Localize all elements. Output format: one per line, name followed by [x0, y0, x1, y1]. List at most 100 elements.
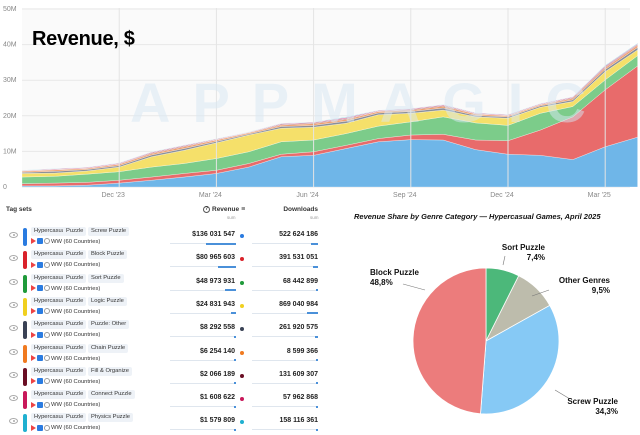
app-store-icon: [37, 331, 43, 338]
tag-chip[interactable]: Hypercasual: [31, 366, 70, 376]
table-row[interactable]: Hypercasual Puzzle Chain Puzzle WW (60 Cou…: [0, 343, 330, 366]
downloads-bar: [252, 335, 318, 338]
tag-chip[interactable]: Block Puzzle: [88, 250, 128, 260]
table-row[interactable]: Hypercasual Puzzle Screw Puzzle WW (60 Cou…: [0, 226, 330, 249]
globe-icon: [44, 308, 50, 315]
tag-chip[interactable]: Puzzle: [63, 320, 87, 330]
eye-icon[interactable]: [9, 232, 18, 238]
downloads-bar: [252, 428, 318, 431]
revenue-value: $1 608 622: [199, 394, 235, 402]
eye-icon[interactable]: [9, 278, 18, 285]
revenue-label: Revenue: [212, 206, 240, 213]
pie-slice-other-genres: [485, 275, 551, 342]
x-tick-label: Sep '24: [393, 192, 417, 199]
downloads-bar: [252, 312, 318, 315]
table-row[interactable]: Hypercasual Puzzle Puzzle: Other WW (60 Co…: [0, 319, 330, 342]
tag-chip[interactable]: Hypercasual: [31, 343, 70, 353]
revenue-bar: [170, 335, 236, 338]
header-downloads[interactable]: Downloads: [283, 206, 318, 213]
downloads-value: 8 599 366: [286, 347, 318, 355]
eye-icon[interactable]: [9, 371, 18, 378]
downloads-bar: [252, 289, 318, 292]
leader-line: [531, 289, 550, 297]
revenue-bar: [170, 405, 236, 408]
tag-chip[interactable]: Screw Puzzle: [88, 227, 130, 236]
eye-icon[interactable]: [9, 418, 18, 425]
tag-chip[interactable]: Puzzle: [63, 343, 87, 353]
google-play-icon: [31, 424, 36, 431]
tag-chip[interactable]: Puzzle: [63, 227, 87, 236]
tag-chip[interactable]: Hypercasual: [31, 273, 70, 283]
platforms: WW (60 Countries): [31, 261, 100, 269]
tag-chip[interactable]: Puzzle: [63, 296, 87, 306]
help-icon[interactable]: ?: [203, 206, 210, 213]
tag-chip[interactable]: Hypercasual: [31, 413, 70, 423]
color-marker: [23, 274, 27, 293]
downloads-sub: sum: [310, 215, 319, 220]
tag-chip[interactable]: Puzzle: [63, 366, 87, 376]
tag-chip[interactable]: Physics Puzzle: [88, 413, 133, 423]
app-store-icon: [37, 354, 43, 361]
eye-icon[interactable]: [9, 395, 18, 402]
label-sort-puzzle: Sort Puzzle 7,4%: [501, 243, 545, 262]
google-play-icon: [31, 401, 36, 408]
eye-icon[interactable]: [9, 255, 18, 262]
chart-title: Revenue, $: [32, 28, 135, 50]
platforms: WW (60 Countries): [31, 354, 100, 363]
color-marker: [23, 321, 27, 340]
tag-chip[interactable]: Hypercasual: [31, 320, 70, 330]
header-revenue[interactable]: ? Revenue ≡: [203, 206, 245, 213]
tag-chip[interactable]: Puzzle: Other: [88, 320, 130, 330]
color-marker: [23, 251, 27, 270]
sort-icon[interactable]: ≡: [241, 206, 246, 213]
app-store-icon: [37, 424, 43, 431]
tag-chip[interactable]: Puzzle: [63, 250, 87, 260]
platforms: WW (60 Countries): [31, 401, 100, 409]
table-row[interactable]: Hypercasual Puzzle Physics Puzzle WW (60 C…: [0, 412, 330, 435]
series-dot: [240, 303, 244, 308]
tag-chip[interactable]: Chain Puzzle: [88, 343, 129, 353]
tag-chip[interactable]: Hypercasual: [31, 250, 70, 260]
eye-icon[interactable]: [9, 325, 18, 332]
globe-icon: [44, 261, 50, 268]
revenue-value: $8 292 558: [199, 324, 235, 332]
tag-chip[interactable]: Puzzle: [63, 273, 87, 283]
y-tick-label: 0: [3, 184, 7, 191]
globe-icon: [44, 378, 50, 385]
table-row[interactable]: Hypercasual Puzzle Fill & Organize WW (60 …: [0, 366, 330, 389]
eye-icon[interactable]: [9, 348, 18, 355]
eye-icon[interactable]: [9, 301, 18, 308]
table-row[interactable]: Hypercasual Puzzle Block Puzzle WW (60 Cou…: [0, 249, 330, 272]
tag-chip[interactable]: Logic Puzzle: [88, 296, 127, 306]
series-dot: [240, 280, 244, 285]
tag-chip[interactable]: Hypercasual: [31, 227, 70, 236]
google-play-icon: [31, 261, 36, 268]
tag-chip[interactable]: Puzzle: [63, 390, 87, 400]
table-row[interactable]: Hypercasual Puzzle Logic Puzzle WW (60 Cou…: [0, 296, 330, 319]
area-series-physics-puzzle: [21, 42, 638, 171]
table-row[interactable]: Hypercasual Puzzle Sort Puzzle WW (60 Coun…: [0, 273, 330, 296]
tag-chip[interactable]: Puzzle: [63, 413, 87, 423]
series-dot: [240, 234, 244, 238]
tag-chip[interactable]: Sort Puzzle: [88, 273, 124, 283]
y-tick-label: 10M: [3, 148, 17, 155]
revenue-value: $24 831 943: [196, 300, 235, 308]
downloads-value: 57 962 868: [282, 394, 318, 402]
app-store-icon: [37, 378, 43, 385]
app-store-icon: [37, 401, 43, 408]
region: WW (60 Countries): [51, 262, 101, 269]
globe-icon: [44, 354, 50, 361]
tag-chip[interactable]: Fill & Organize: [88, 366, 133, 376]
table-row[interactable]: Hypercasual Puzzle Connect Puzzle WW (60 C…: [0, 389, 330, 412]
region: WW (60 Countries): [51, 285, 101, 292]
revenue-sub: sum: [227, 215, 236, 220]
appmagic-watermark: APPMAGIC: [130, 71, 608, 134]
downloads-bar: [252, 382, 318, 385]
tag-chip[interactable]: Hypercasual: [31, 296, 70, 306]
label-screw-puzzle: Screw Puzzle 34,3%: [567, 397, 618, 416]
globe-icon: [44, 424, 50, 431]
tag-chip[interactable]: Hypercasual: [31, 390, 70, 400]
google-play-icon: [31, 331, 36, 338]
tag-chip[interactable]: Connect Puzzle: [88, 390, 135, 400]
pie-slice-screw-puzzle: [480, 304, 560, 415]
